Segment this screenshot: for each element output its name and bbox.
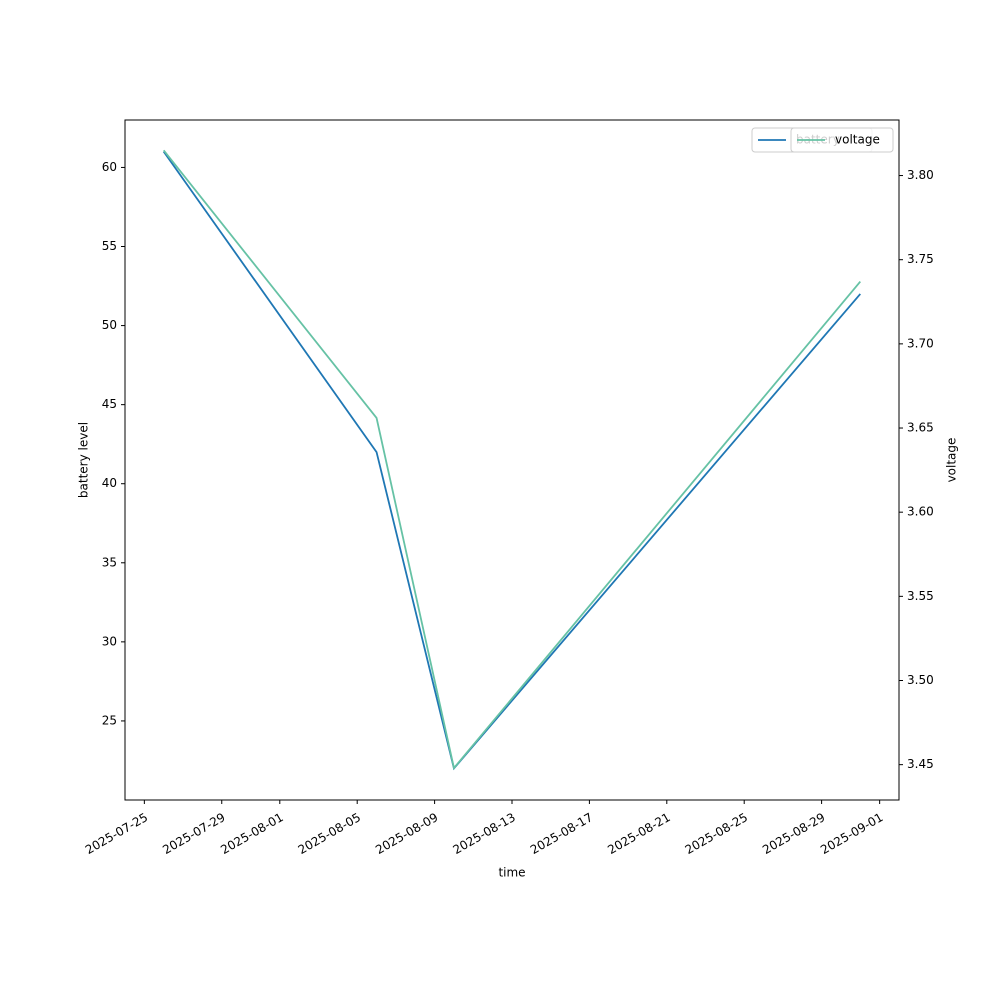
x-tick-label: 2025-08-17 [528, 810, 595, 857]
line [162, 151, 861, 771]
y-tick-label: 25 [102, 713, 117, 727]
x-axis-label: time [498, 866, 525, 880]
y2-tick-label: 3.50 [907, 673, 934, 687]
y2-tick-label: 3.75 [907, 252, 934, 266]
x-tick-label: 2025-08-09 [373, 810, 440, 857]
plot-frame [124, 119, 900, 801]
y-tick-label: 50 [102, 318, 117, 332]
y-tick-label: 55 [102, 239, 117, 253]
y2-axis-label: voltage [945, 438, 959, 483]
line [162, 149, 861, 771]
x-tick-label: 2025-08-13 [450, 810, 517, 857]
y-tick-label: 40 [102, 476, 117, 490]
y-axis-label: battery level [77, 422, 91, 498]
x-tick-label: 2025-08-29 [760, 810, 827, 857]
x-tick-label: 2025-08-25 [683, 810, 750, 857]
y2-tick-label: 3.70 [907, 336, 934, 350]
x-tick-label: 2025-07-29 [160, 810, 227, 857]
y2-tick-label: 3.45 [907, 757, 934, 771]
x-tick-label: 2025-08-21 [605, 810, 672, 857]
x-tick-label: 2025-08-01 [218, 810, 285, 857]
y2-tick-label: 3.65 [907, 421, 934, 435]
x-tick-label: 2025-07-25 [83, 810, 150, 857]
y2-tick-label: 3.55 [907, 589, 934, 603]
x-tick-label: 2025-08-05 [296, 810, 363, 857]
y-tick-label: 30 [102, 634, 117, 648]
y-tick-label: 60 [102, 160, 117, 174]
legend-box [790, 127, 894, 153]
y2-tick-label: 3.60 [907, 505, 934, 519]
y-tick-label: 45 [102, 397, 117, 411]
y2-tick-label: 3.80 [907, 168, 934, 182]
legend-label: voltage [835, 133, 880, 147]
y-tick-label: 35 [102, 555, 117, 569]
x-tick-label: 2025-09-01 [818, 810, 885, 857]
